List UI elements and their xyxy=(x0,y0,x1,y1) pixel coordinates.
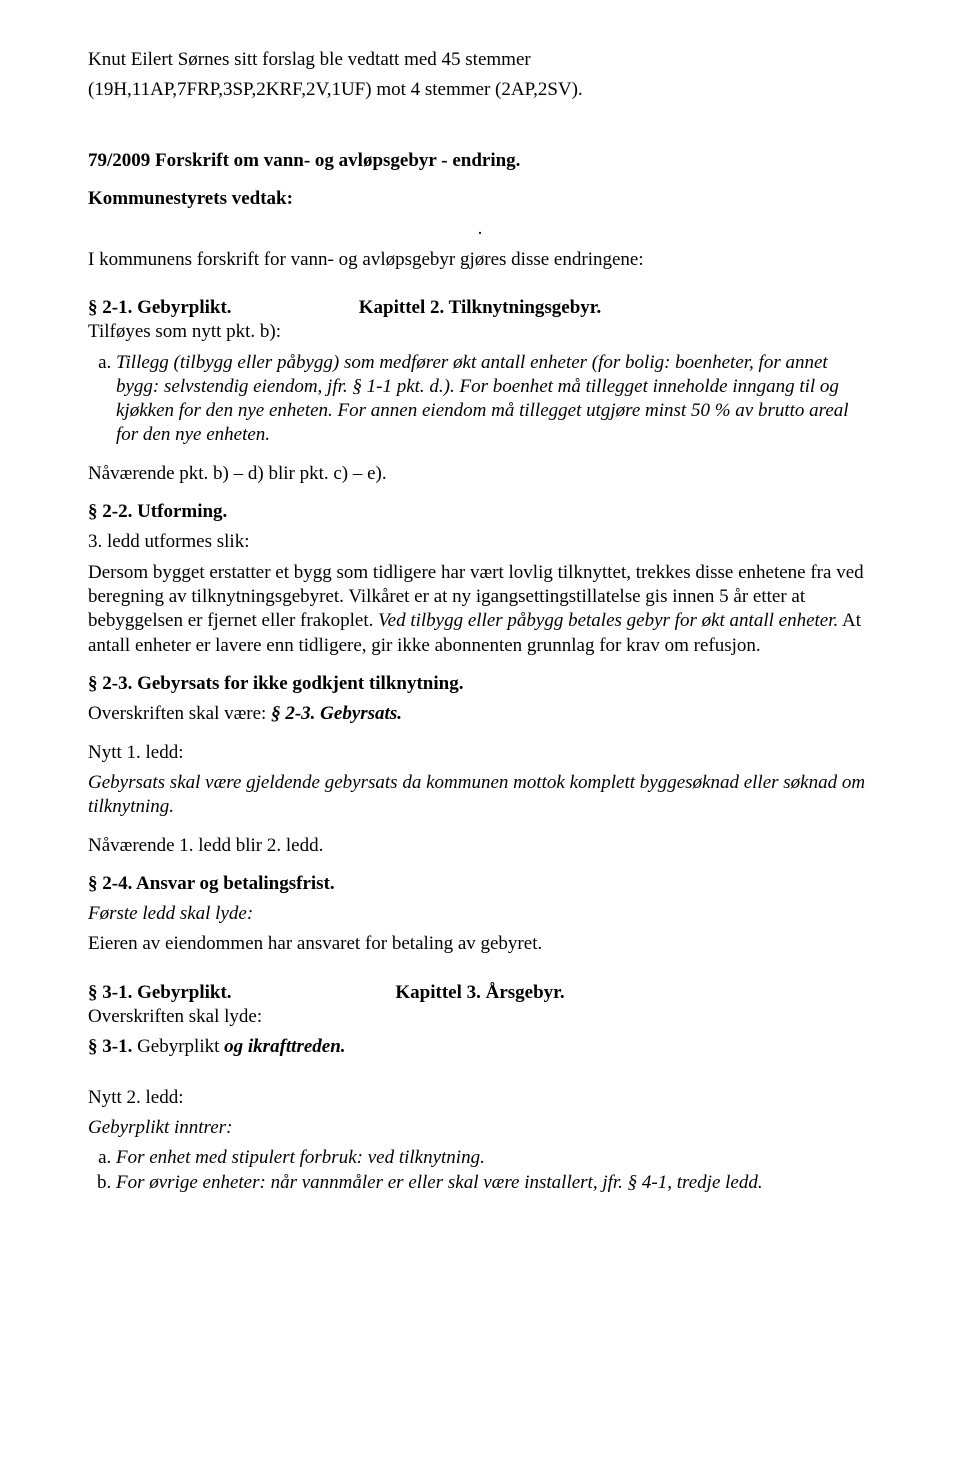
section-2-2: § 2-2. Utforming. xyxy=(88,500,872,524)
section-2-2-body: Dersom bygget erstatter et bygg som tidl… xyxy=(88,561,872,658)
s3-1b-lead: § 3-1. xyxy=(88,1036,132,1057)
nytt-2-ledd-list: For enhet med stipulert forbruk: ved til… xyxy=(88,1146,872,1195)
section-3-1b: § 3-1. Gebyrplikt og ikrafttreden. xyxy=(88,1035,872,1059)
heading-forskrift: 79/2009 Forskrift om vann- og avløpsgeby… xyxy=(88,149,872,173)
s2-2-body-italic: Ved tilbygg eller påbygg betales gebyr f… xyxy=(378,610,838,631)
nytt-2-ledd-a: For enhet med stipulert forbruk: ved til… xyxy=(116,1146,872,1170)
intro-line-2: (19H,11AP,7FRP,3SP,2KRF,2V,1UF) mot 4 st… xyxy=(88,78,872,102)
ledd3-utformes: 3. ledd utformes slik: xyxy=(88,530,872,554)
s3-1b-tail: og ikrafttreden. xyxy=(224,1036,345,1057)
nytt-1-ledd: Nytt 1. ledd: xyxy=(88,741,872,765)
gebyrplikt-inntrer: Gebyrplikt inntrer: xyxy=(88,1116,872,1140)
dot: . xyxy=(88,217,872,241)
nytt-2-ledd-b: For øvrige enheter: når vannmåler er ell… xyxy=(116,1171,872,1195)
s2-4-body: Eieren av eiendommen har ansvaret for be… xyxy=(88,932,872,956)
tilfoyes: Tilføyes som nytt pkt. b): xyxy=(88,320,872,344)
s2-3-body: Gebyrsats skal være gjeldende gebyrsats … xyxy=(88,771,872,820)
s3-1b-mid: Gebyrplikt xyxy=(132,1036,224,1057)
kommunestyrets-vedtak: Kommunestyrets vedtak: xyxy=(88,187,872,211)
intro-endringene: I kommunens forskrift for vann- og avløp… xyxy=(88,248,872,272)
intro-line-1: Knut Eilert Sørnes sitt forslag ble vedt… xyxy=(88,48,872,72)
list-a-tillegg: Tillegg (tilbygg eller påbygg) som medfø… xyxy=(88,351,872,448)
list-a-item-1: Tillegg (tilbygg eller påbygg) som medfø… xyxy=(116,351,872,448)
section-2-1: § 2-1. Gebyrplikt. xyxy=(88,296,232,320)
section-2-3-line2: Overskriften skal være: § 2-3. Gebyrsats… xyxy=(88,702,872,726)
overskriften-skal-lyde: Overskriften skal lyde: xyxy=(88,1005,872,1029)
s2-3-line2-a: Overskriften skal være: xyxy=(88,703,271,724)
s2-3-line2-b: § 2-3. Gebyrsats. xyxy=(271,703,402,724)
navarende-1-ledd: Nåværende 1. ledd blir 2. ledd. xyxy=(88,834,872,858)
section-3-1: § 3-1. Gebyrplikt. xyxy=(88,981,232,1005)
navarende-pkt: Nåværende pkt. b) – d) blir pkt. c) – e)… xyxy=(88,462,872,486)
forste-ledd: Første ledd skal lyde: xyxy=(88,902,872,926)
nytt-2-ledd: Nytt 2. ledd: xyxy=(88,1086,872,1110)
section-2-3: § 2-3. Gebyrsats for ikke godkjent tilkn… xyxy=(88,672,872,696)
section-2-4: § 2-4. Ansvar og betalingsfrist. xyxy=(88,872,872,896)
